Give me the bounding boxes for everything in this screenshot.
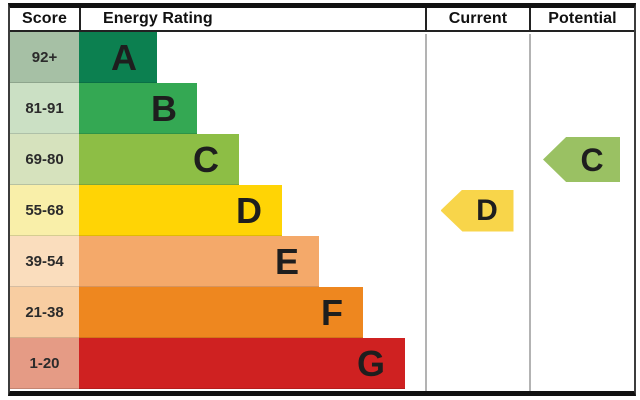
rating-bar-f: F [79, 287, 363, 338]
header-current: Current [425, 8, 529, 30]
header-potential: Potential [529, 8, 634, 30]
header-energy-rating: Energy Rating [79, 8, 425, 30]
chart-body: 92+ 81-91 69-80 55-68 39-54 21-38 1-20 A… [10, 32, 634, 389]
rating-bar-e: E [79, 236, 319, 287]
score-range-g: 1-20 [10, 338, 79, 389]
header-row: Score Energy Rating Current Potential [10, 8, 634, 32]
epc-rating-table: Score Energy Rating Current Potential 92… [8, 3, 636, 396]
current-column-divider [425, 34, 427, 391]
score-range-f: 21-38 [10, 287, 79, 338]
rating-bar-c: C [79, 134, 239, 185]
score-range-e: 39-54 [10, 236, 79, 287]
rating-bar-d: D [79, 185, 282, 236]
header-score: Score [22, 10, 67, 27]
potential-rating-arrow: C [543, 137, 620, 182]
current-rating-arrow: D [440, 189, 514, 232]
score-range-a: 92+ [10, 32, 79, 83]
rating-bar-a: A [79, 32, 157, 83]
rating-bar-g: G [79, 338, 405, 389]
score-range-b: 81-91 [10, 83, 79, 134]
score-range-c: 69-80 [10, 134, 79, 185]
potential-column-divider [529, 34, 531, 391]
rating-bar-b: B [79, 83, 197, 134]
score-range-d: 55-68 [10, 185, 79, 236]
